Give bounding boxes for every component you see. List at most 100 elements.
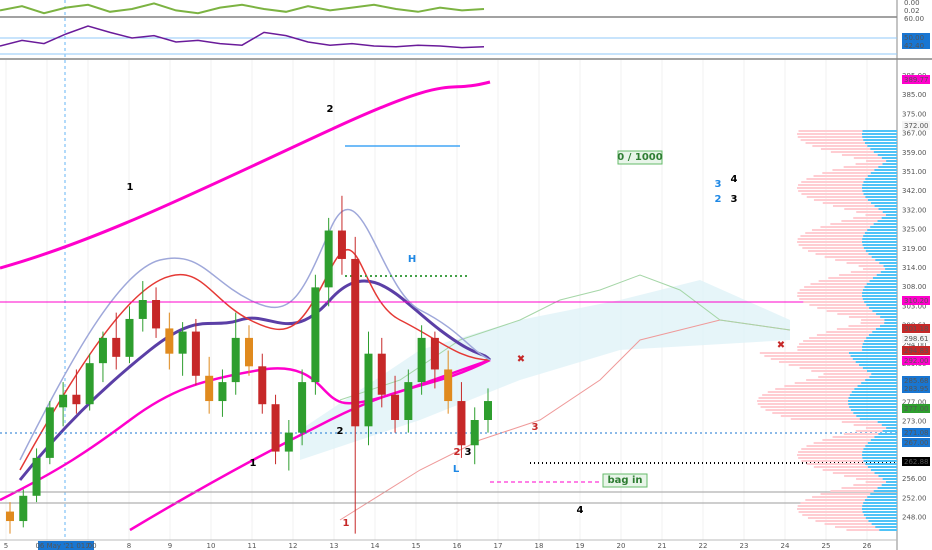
price-tag-label: 310.20: [904, 297, 929, 305]
profile-bar-blue: [871, 523, 897, 525]
profile-bar-blue: [865, 196, 897, 198]
time-axis: 5 06 May '21 01:007 8 9 10 11 12 13 14 15 16 17 18 19…: [0, 539, 897, 550]
annotation-label: 2: [454, 447, 461, 458]
x-tick-label: 06 May '21 01:00: [35, 542, 96, 550]
x-tick-label: 10: [207, 542, 216, 550]
cloud-edge-green: [339, 274, 791, 401]
rsi-tag: [902, 33, 930, 41]
top-panel-label: 0.02: [904, 7, 920, 15]
profile-bar-blue: [872, 310, 897, 312]
volume-profile: [757, 130, 897, 531]
y-tick-label: 375.00: [902, 110, 927, 118]
profile-bar-blue: [875, 328, 897, 330]
price-tag: [902, 384, 930, 393]
candle-body: [218, 382, 227, 402]
profile-bar-blue: [862, 349, 897, 351]
annotation-label: 3: [465, 447, 472, 458]
profile-bar: [797, 133, 897, 135]
profile-bar-blue: [885, 268, 897, 270]
profile-bar-blue: [881, 424, 897, 426]
y-tick-label: 367.00: [902, 130, 927, 138]
slow-ma: [18, 279, 492, 481]
profile-bar-blue: [881, 484, 897, 486]
x-tick-label: 21: [658, 542, 667, 550]
profile-bar-blue: [882, 430, 897, 432]
profile-bar-blue: [868, 334, 897, 336]
profile-bar: [826, 310, 897, 312]
profile-bar-blue: [879, 529, 897, 531]
y-tick-label: 351.00: [902, 168, 927, 176]
x-tick-highlight: [38, 541, 94, 550]
candle-body: [85, 363, 94, 405]
profile-bar: [780, 415, 897, 417]
profile-bar: [759, 352, 897, 354]
profile-bar: [798, 457, 897, 459]
price-tag-label: 262.88: [904, 458, 929, 466]
annotation-label: 4: [577, 505, 584, 516]
profile-bar-blue: [880, 325, 897, 327]
profile-bar: [832, 436, 897, 438]
profile-bar: [788, 364, 897, 366]
annotation-box: [617, 150, 663, 165]
candle-body: [152, 300, 161, 329]
profile-bar-blue: [859, 364, 897, 366]
profile-bar: [798, 511, 897, 513]
profile-bar-blue: [878, 475, 897, 477]
profile-bar-blue: [882, 163, 897, 165]
profile-bar-blue: [865, 178, 897, 180]
price-tag-label: 389.77: [904, 76, 929, 84]
profile-bar-blue: [862, 457, 897, 459]
profile-bar-blue: [885, 214, 897, 216]
price-tag-label: 283.95: [904, 385, 929, 393]
profile-bar-blue: [862, 133, 897, 135]
profile-bar: [861, 319, 897, 321]
top-panel-label: 60.00: [904, 15, 924, 23]
candle-body: [19, 495, 28, 522]
profile-bar: [865, 427, 897, 429]
profile-bar: [837, 313, 897, 315]
profile-bar: [841, 421, 897, 423]
profile-bar-blue: [862, 451, 897, 453]
profile-bar-blue: [869, 376, 897, 378]
profile-bar-blue: [870, 469, 897, 471]
profile-bar-blue: [879, 262, 897, 264]
profile-bar: [801, 460, 897, 462]
profile-bar: [841, 154, 897, 156]
profile-bar: [815, 520, 897, 522]
profile-bar: [820, 493, 897, 495]
profile-bar-blue: [862, 505, 897, 507]
candle-body: [337, 230, 346, 259]
price-tag: [902, 356, 930, 365]
moving-averages: [0, 80, 897, 532]
profile-bar: [832, 169, 897, 171]
profile-bar: [775, 388, 897, 390]
profile-bar: [798, 244, 897, 246]
profile-bar: [800, 235, 897, 237]
profile-bar-blue: [862, 136, 897, 138]
profile-bar: [850, 271, 897, 273]
cross-marker: ✖: [517, 354, 525, 365]
rsi-line: [0, 25, 485, 49]
profile-bar: [830, 223, 897, 225]
profile-bar: [800, 139, 897, 141]
profile-bar-blue: [876, 274, 897, 276]
price-axis: 395.00385.00375.00367.00359.00351.00342.…: [902, 0, 930, 522]
candle-body: [6, 511, 14, 522]
price-tag-label: 372.00: [904, 122, 929, 130]
profile-bar-blue: [872, 331, 897, 333]
candle-body: [59, 394, 68, 408]
profile-bar-blue: [862, 508, 897, 510]
profile-bar-blue: [867, 466, 897, 468]
profile-bar-blue: [867, 199, 897, 201]
candle-body: [377, 353, 386, 395]
profile-bar-blue: [856, 415, 897, 417]
price-tag-label: 267.00: [904, 439, 929, 447]
profile-bar: [865, 481, 897, 483]
price-tag: [902, 376, 930, 385]
profile-bar-blue: [871, 202, 897, 204]
profile-bar-blue: [853, 412, 897, 414]
x-tick-label: 25: [822, 542, 831, 550]
